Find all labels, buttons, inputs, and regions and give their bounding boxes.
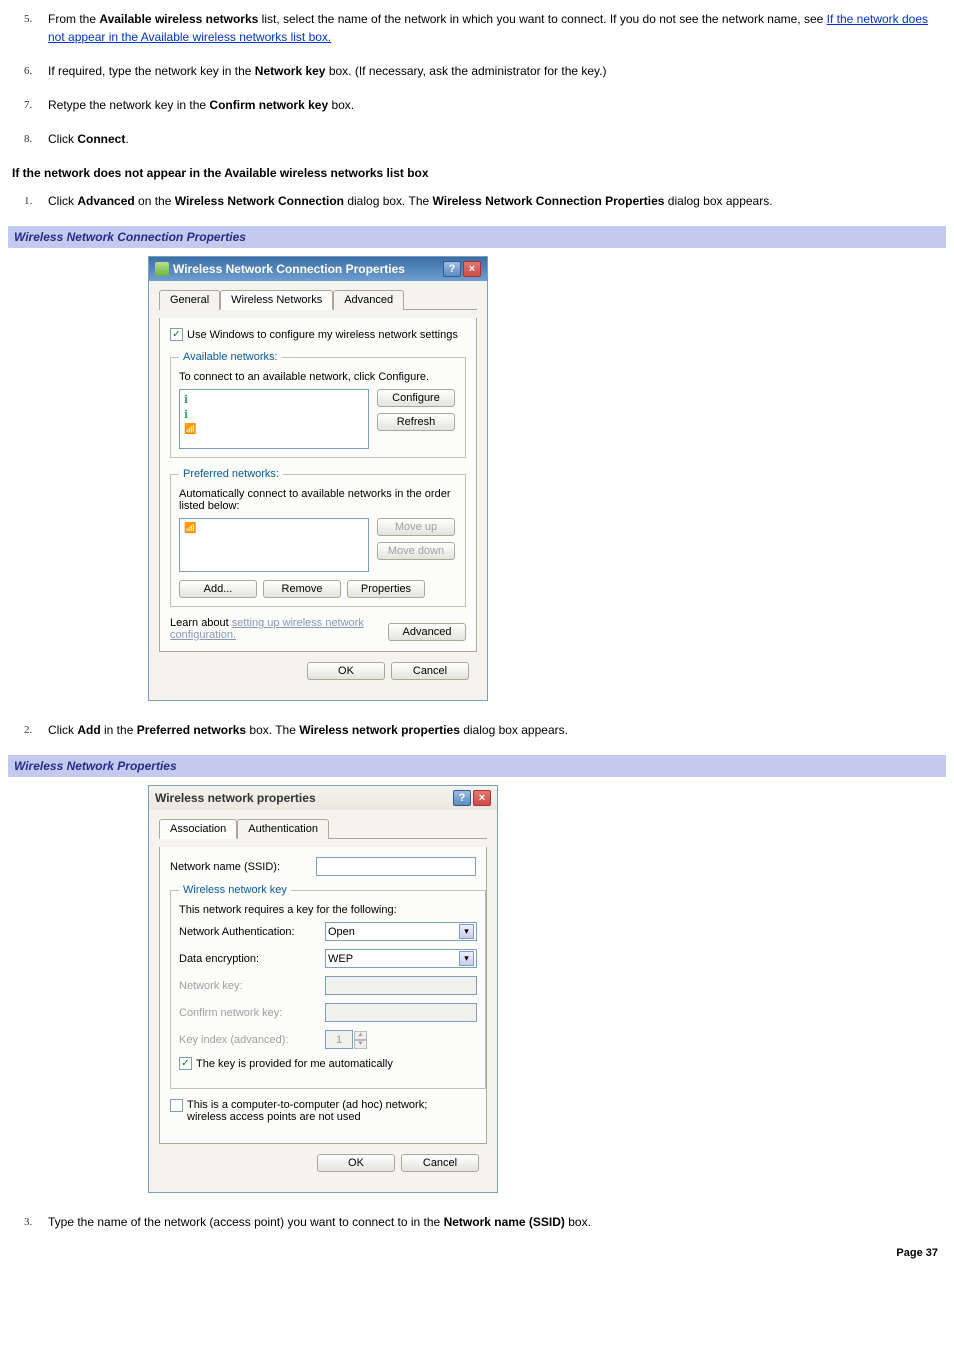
preferred-networks-legend: Preferred networks: [179, 468, 283, 480]
step-item: 8.Click Connect. [48, 130, 946, 148]
help-button[interactable]: ? [453, 790, 471, 806]
ok-button[interactable]: OK [307, 662, 385, 680]
tab-advanced[interactable]: Advanced [333, 290, 404, 310]
chevron-down-icon[interactable]: ▾ [459, 951, 474, 966]
signal-icon [184, 408, 188, 421]
move-up-button[interactable]: Move up [377, 518, 455, 536]
configure-button[interactable]: Configure [377, 389, 455, 407]
step-item: 6.If required, type the network key in t… [48, 62, 946, 80]
ssid-label: Network name (SSID): [170, 861, 310, 873]
use-windows-label: Use Windows to configure my wireless net… [187, 329, 458, 341]
tabs: AssociationAuthentication [159, 818, 487, 839]
step-item: 5.From the Available wireless networks l… [48, 10, 946, 46]
tab-authentication[interactable]: Authentication [237, 819, 329, 839]
tabs: GeneralWireless NetworksAdvanced [159, 289, 477, 310]
caption-dialog1: Wireless Network Connection Properties [8, 226, 946, 248]
preferred-networks-hint: Automatically connect to available netwo… [179, 488, 457, 512]
auto-key-checkbox[interactable]: ✓ [179, 1057, 192, 1070]
network-item[interactable] [182, 422, 366, 435]
step-item: 2.Click Add in the Preferred networks bo… [48, 721, 946, 739]
key-index-label: Key index (advanced): [179, 1034, 319, 1046]
preferred-networks-listbox[interactable] [179, 518, 369, 572]
steps-list-section3: 2.Click Add in the Preferred networks bo… [8, 721, 946, 739]
step-item: 3.Type the name of the network (access p… [48, 1213, 946, 1231]
titlebar: Wireless network properties ? × [149, 786, 497, 810]
available-networks-listbox[interactable] [179, 389, 369, 449]
network-item[interactable] [182, 392, 366, 407]
wireless-key-group: Wireless network key This network requir… [170, 884, 486, 1089]
tab-association[interactable]: Association [159, 819, 237, 839]
dialog-wireless-network-properties: Wireless network properties ? × Associat… [148, 785, 498, 1193]
titlebar: Wireless Network Connection Properties ?… [149, 257, 487, 281]
encryption-select[interactable]: WEP ▾ [325, 949, 477, 968]
learn-about-text: Learn about setting up wireless network … [170, 617, 388, 641]
adhoc-label: This is a computer-to-computer (ad hoc) … [187, 1099, 467, 1123]
network-item[interactable] [182, 407, 366, 422]
heading-network-not-appear: If the network does not appear in the Av… [8, 166, 946, 180]
refresh-button[interactable]: Refresh [377, 413, 455, 431]
move-down-button[interactable]: Move down [377, 542, 455, 560]
network-item[interactable] [182, 521, 366, 534]
cancel-button[interactable]: Cancel [391, 662, 469, 680]
signal-icon [184, 423, 195, 434]
confirm-key-label: Confirm network key: [179, 1007, 319, 1019]
caption-dialog2: Wireless Network Properties [8, 755, 946, 777]
step-number: 3. [24, 1214, 32, 1231]
remove-button[interactable]: Remove [263, 580, 341, 598]
step-number: 7. [24, 97, 32, 114]
ssid-input[interactable] [316, 857, 476, 876]
signal-icon [184, 522, 195, 533]
adhoc-checkbox[interactable]: ✓ [170, 1099, 183, 1112]
close-button[interactable]: × [473, 790, 491, 806]
wireless-key-legend: Wireless network key [179, 884, 291, 896]
tab-general[interactable]: General [159, 290, 220, 310]
steps-list-section2: 1.Click Advanced on the Wireless Network… [8, 192, 946, 210]
use-windows-checkbox[interactable]: ✓ [170, 328, 183, 341]
step-number: 6. [24, 63, 32, 80]
network-key-label: Network key: [179, 980, 319, 992]
close-button[interactable]: × [463, 261, 481, 277]
page-footer: Page 37 [8, 1247, 946, 1259]
available-networks-hint: To connect to an available network, clic… [179, 371, 457, 383]
auto-key-label: The key is provided for me automatically [196, 1058, 393, 1070]
available-networks-group: Available networks: To connect to an ava… [170, 351, 466, 458]
dialog-title: Wireless Network Connection Properties [173, 262, 405, 276]
step-number: 1. [24, 193, 32, 210]
spinner-down[interactable]: ▼ [354, 1040, 367, 1049]
confirm-key-input[interactable] [325, 1003, 477, 1022]
preferred-networks-group: Preferred networks: Automatically connec… [170, 468, 466, 607]
steps-list-section4: 3.Type the name of the network (access p… [8, 1213, 946, 1231]
wireless-key-hint: This network requires a key for the foll… [179, 904, 477, 916]
auth-select[interactable]: Open ▾ [325, 922, 477, 941]
step-number: 2. [24, 722, 32, 739]
help-button[interactable]: ? [443, 261, 461, 277]
signal-icon [184, 393, 188, 406]
add-button[interactable]: Add... [179, 580, 257, 598]
encryption-label: Data encryption: [179, 953, 319, 965]
step-number: 8. [24, 131, 32, 148]
network-key-input[interactable] [325, 976, 477, 995]
step-item: 1.Click Advanced on the Wireless Network… [48, 192, 946, 210]
step-number: 5. [24, 11, 32, 28]
step-item: 7.Retype the network key in the Confirm … [48, 96, 946, 114]
advanced-button[interactable]: Advanced [388, 623, 466, 641]
tab-wireless-networks[interactable]: Wireless Networks [220, 290, 333, 310]
properties-button[interactable]: Properties [347, 580, 425, 598]
connection-icon [155, 262, 169, 276]
key-index-input[interactable] [325, 1030, 353, 1049]
auth-label: Network Authentication: [179, 926, 319, 938]
steps-list-top: 5.From the Available wireless networks l… [8, 10, 946, 148]
chevron-down-icon[interactable]: ▾ [459, 924, 474, 939]
cancel-button[interactable]: Cancel [401, 1154, 479, 1172]
dialog-title: Wireless network properties [155, 791, 316, 805]
dialog-wireless-connection-properties: Wireless Network Connection Properties ?… [148, 256, 488, 701]
ok-button[interactable]: OK [317, 1154, 395, 1172]
spinner-up[interactable]: ▲ [354, 1031, 367, 1040]
available-networks-legend: Available networks: [179, 351, 282, 363]
